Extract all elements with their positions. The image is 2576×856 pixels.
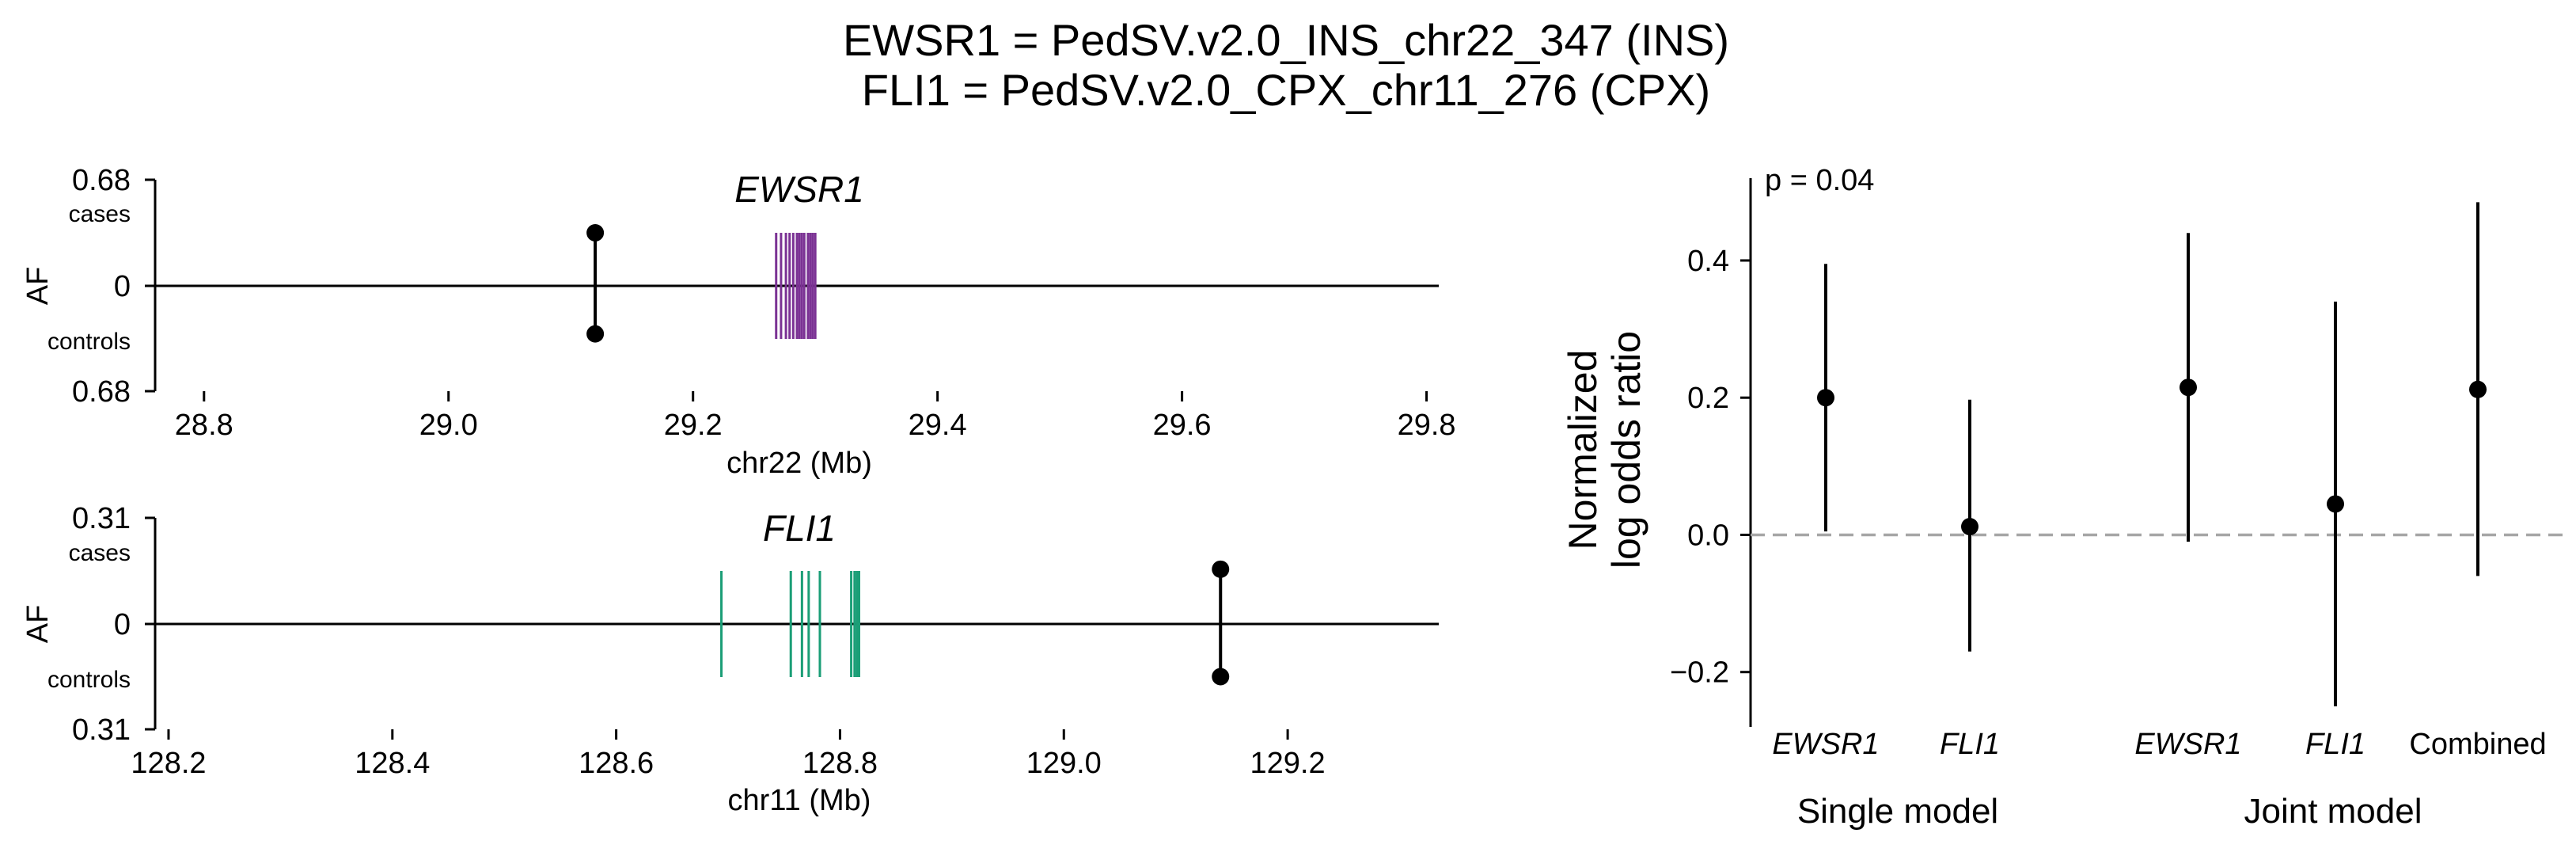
x-tick-label: 129.2 xyxy=(1250,747,1326,780)
fli1-locus-panel: 0.31 0 0.31 cases controls AF FLI1 128.2… xyxy=(21,502,1439,817)
ewsr1-gene-exons xyxy=(775,233,817,339)
x-tick-label: 28.8 xyxy=(175,409,233,442)
fli1-variant xyxy=(1212,560,1230,686)
or-ytick-label-neg02: −0.2 xyxy=(1670,656,1729,690)
fli1-controls-label: controls xyxy=(47,667,131,693)
fli1-gene-exons xyxy=(720,571,860,677)
ewsr1-ytick-zero-label: 0 xyxy=(114,270,131,303)
estimate-point xyxy=(1817,389,1834,407)
x-tick-label: 29.8 xyxy=(1398,409,1456,442)
odds-ratio-panel: p = 0.04 Normalized log odds ratio −0.2 … xyxy=(1561,164,2564,831)
or-p-value: p = 0.04 xyxy=(1765,164,1874,197)
estimate-point xyxy=(1961,518,1978,536)
x-tick-label: 129.0 xyxy=(1026,747,1102,780)
ewsr1-xlabel: chr22 (Mb) xyxy=(727,447,872,480)
or-group-joint: Joint model xyxy=(2244,792,2422,831)
or-points xyxy=(1817,202,2487,707)
fli1-ytick-zero-label: 0 xyxy=(114,608,131,641)
estimate-point xyxy=(2469,380,2487,398)
x-tick-label: 29.2 xyxy=(664,409,723,442)
or-y-ticks: −0.2 0.0 0.2 0.4 xyxy=(1670,245,1751,690)
or-ytick-label-02: 0.2 xyxy=(1687,382,1729,415)
fli1-x-axis-ticks: 128.2 128.4 128.6 128.8 129.0 129.2 xyxy=(131,729,1326,780)
fli1-cases-label: cases xyxy=(69,540,131,566)
variant-cases-point xyxy=(586,224,605,242)
or-xcat-0: EWSR1 xyxy=(1772,728,1879,761)
x-tick-label: 128.4 xyxy=(355,747,430,780)
fli1-ylabel: AF xyxy=(21,605,55,644)
or-ylabel-line1: Normalized xyxy=(1561,350,1605,550)
variant-controls-point xyxy=(1212,668,1230,686)
ewsr1-cases-label: cases xyxy=(69,201,131,227)
ewsr1-locus-panel: 0.68 0 0.68 cases controls AF EWSR1 28.8… xyxy=(21,164,1456,480)
ewsr1-controls-label: controls xyxy=(47,329,131,355)
estimate-point xyxy=(2327,495,2344,513)
fli1-xlabel: chr11 (Mb) xyxy=(728,784,871,817)
or-xcat-2: EWSR1 xyxy=(2134,728,2241,761)
or-ytick-label-04: 0.4 xyxy=(1687,245,1729,278)
fli1-ytick-bottom-label: 0.31 xyxy=(72,713,131,747)
fli1-ytick-top-label: 0.31 xyxy=(72,502,131,535)
ewsr1-ytick-bottom-label: 0.68 xyxy=(72,375,131,409)
fli1-gene-label: FLI1 xyxy=(763,508,836,549)
figure-title-line2: FLI1 = PedSV.v2.0_CPX_chr11_276 (CPX) xyxy=(862,65,1710,115)
variant-cases-point xyxy=(1212,560,1230,578)
x-tick-label: 128.8 xyxy=(802,747,878,780)
figure-title-line1: EWSR1 = PedSV.v2.0_INS_chr22_347 (INS) xyxy=(843,15,1729,65)
ewsr1-ylabel: AF xyxy=(21,267,55,306)
x-tick-label: 29.0 xyxy=(419,409,478,442)
ewsr1-variant xyxy=(586,224,605,343)
estimate-point xyxy=(2180,379,2197,397)
or-xcat-3: FLI1 xyxy=(2305,728,2365,761)
x-tick-label: 29.4 xyxy=(909,409,967,442)
or-ytick-label-00: 0.0 xyxy=(1687,519,1729,552)
variant-controls-point xyxy=(586,325,605,343)
x-tick-label: 29.6 xyxy=(1153,409,1212,442)
or-group-single: Single model xyxy=(1797,792,1998,831)
ewsr1-x-axis-ticks: 28.8 29.0 29.2 29.4 29.6 29.8 xyxy=(175,391,1456,442)
or-xcat-4: Combined xyxy=(2409,728,2546,761)
x-tick-label: 128.2 xyxy=(131,747,206,780)
ewsr1-gene-label: EWSR1 xyxy=(734,169,864,210)
x-tick-label: 128.6 xyxy=(579,747,654,780)
or-xcat-1: FLI1 xyxy=(1940,728,2000,761)
or-ylabel-line2: log odds ratio xyxy=(1604,331,1648,569)
ewsr1-ytick-top-label: 0.68 xyxy=(72,164,131,197)
